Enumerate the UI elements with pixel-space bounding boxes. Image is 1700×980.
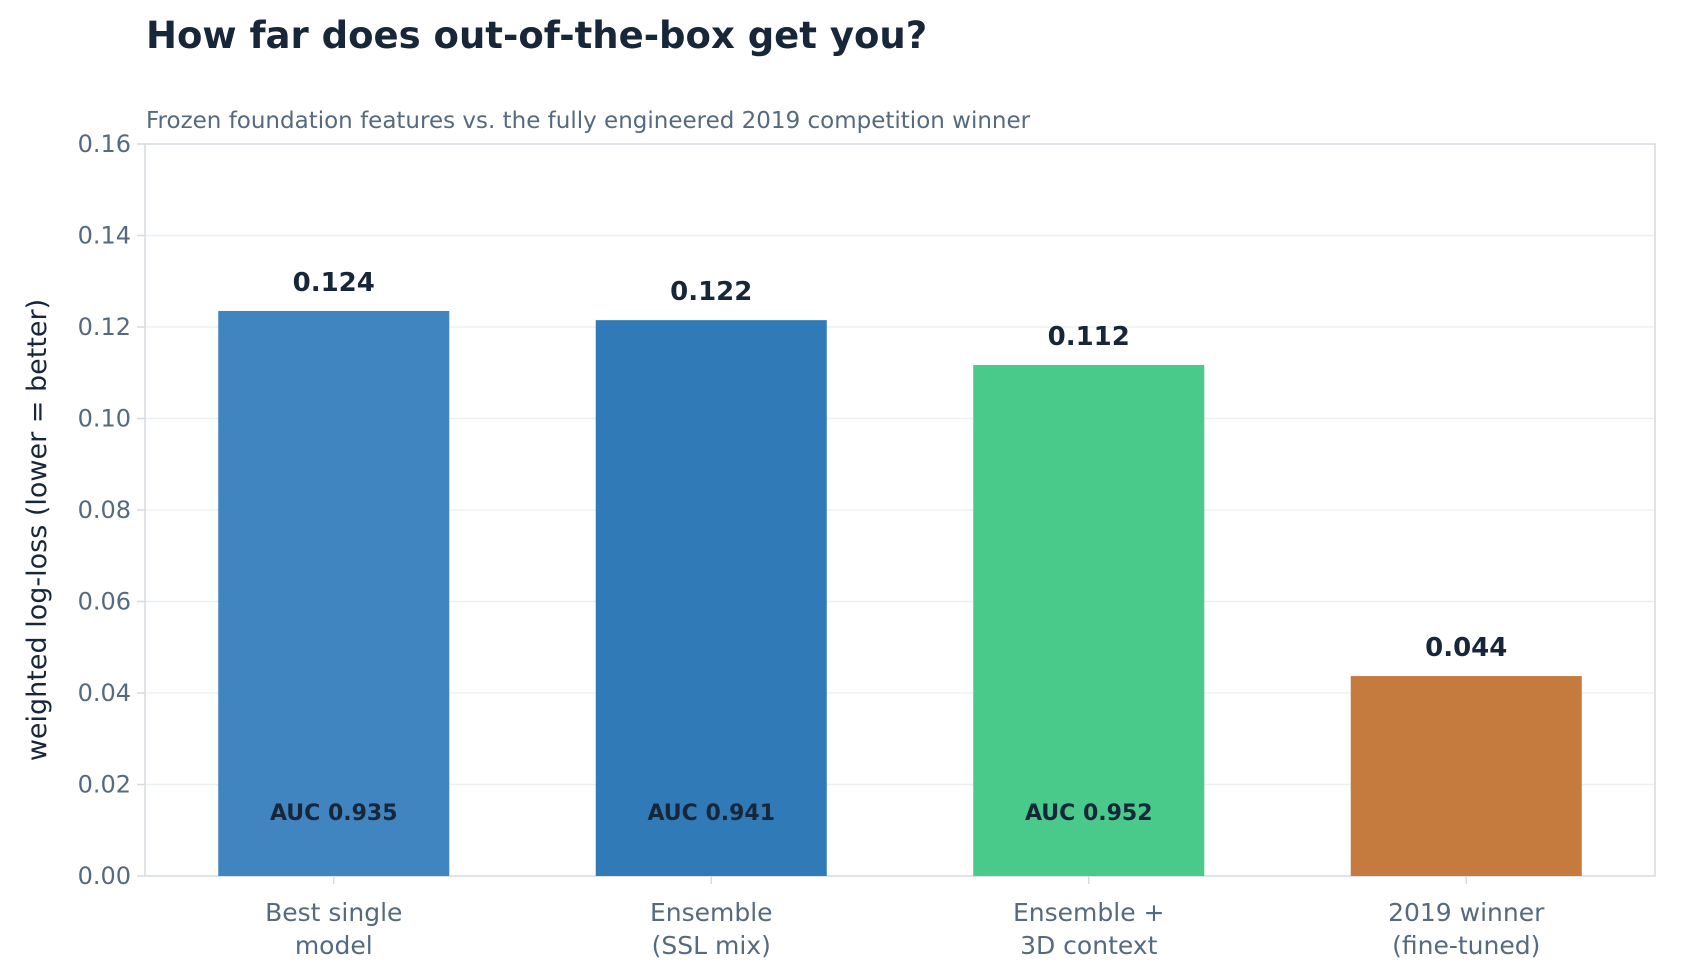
- y-axis: 0.00 0.02 0.04 0.06 0.08 0.10 0.12 0.14 0.16: [78, 130, 145, 890]
- y-tick-label: 0.02: [78, 771, 131, 799]
- bar: [973, 364, 1205, 876]
- y-axis-title: weighted log-loss (lower = better): [22, 299, 53, 761]
- x-tick-label: (fine-tuned): [1392, 931, 1540, 960]
- x-tick-label: Ensemble +: [1013, 898, 1165, 927]
- bar: [218, 310, 450, 876]
- y-tick-label: 0.06: [78, 588, 131, 616]
- y-tick-label: 0.08: [78, 496, 131, 524]
- x-tick-label: (SSL mix): [652, 931, 771, 960]
- value-label: 0.112: [1048, 322, 1130, 352]
- x-axis: Best single model Ensemble (SSL mix) Ensembl…: [265, 876, 1545, 960]
- x-tick-label: Best single: [265, 898, 402, 927]
- auc-label: AUC 0.941: [647, 801, 775, 826]
- y-tick-label: 0.00: [78, 862, 131, 890]
- chart-subtitle: Frozen foundation features vs. the fully…: [146, 108, 1031, 134]
- y-tick-label: 0.16: [78, 130, 131, 158]
- y-tick-label: 0.04: [78, 679, 131, 707]
- value-label: 0.044: [1425, 633, 1507, 663]
- x-tick-label: 3D context: [1020, 931, 1158, 960]
- value-label: 0.122: [670, 277, 752, 307]
- bars: [218, 310, 1582, 876]
- x-tick-label: 2019 winner: [1388, 898, 1545, 927]
- y-tick-label: 0.10: [78, 405, 131, 433]
- data-labels: 0.124 AUC 0.935 0.122 AUC 0.941 0.112 AUC 0.9…: [270, 268, 1507, 826]
- chart-title: How far does out-of-the-box get you?: [146, 14, 928, 57]
- y-tick-label: 0.12: [78, 313, 131, 341]
- auc-label: AUC 0.935: [270, 801, 398, 826]
- y-tick-label: 0.14: [78, 222, 131, 250]
- x-tick-label: model: [295, 931, 373, 960]
- bar: [595, 320, 827, 876]
- auc-label: AUC 0.952: [1025, 801, 1153, 826]
- bar: [1350, 676, 1582, 876]
- value-label: 0.124: [293, 268, 375, 298]
- x-tick-label: Ensemble: [650, 898, 773, 927]
